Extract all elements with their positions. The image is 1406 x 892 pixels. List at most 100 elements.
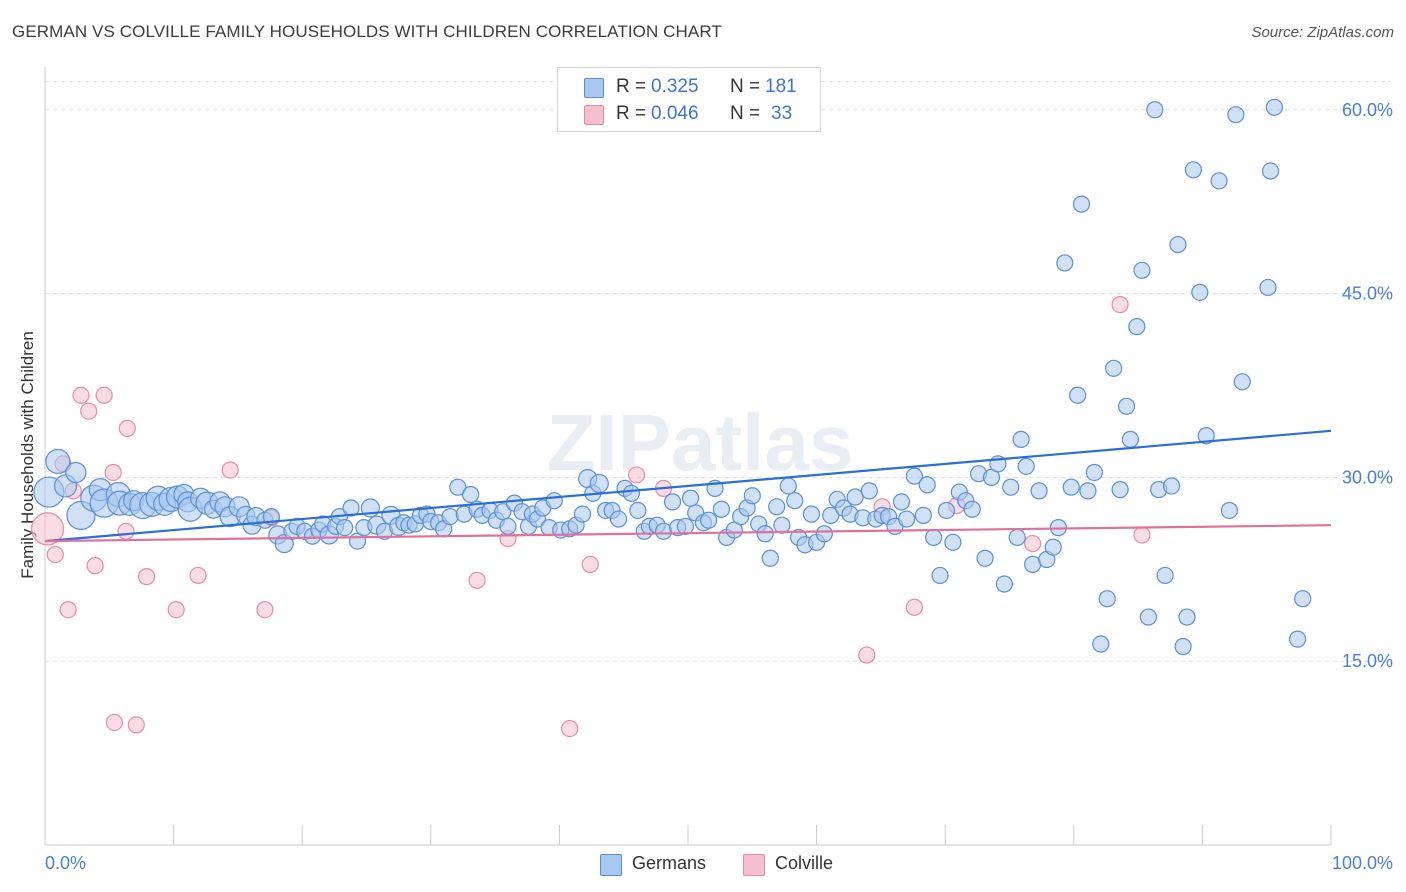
germans-point [1069, 386, 1087, 404]
colville-point [905, 598, 923, 616]
germans-trend-line [44, 429, 1332, 543]
colville-point [105, 713, 124, 732]
r-value: 0.046 [651, 103, 699, 124]
germans-point [761, 549, 779, 567]
germans-point [768, 498, 786, 516]
n-value: 181 [765, 76, 797, 97]
germans-point [963, 500, 981, 518]
colville-point [858, 646, 876, 664]
germans-point [1121, 430, 1139, 448]
colville-swatch [584, 105, 604, 125]
colville-point [30, 512, 65, 546]
germans-point [629, 501, 647, 520]
germans-point [699, 511, 718, 529]
germans-point [676, 517, 695, 535]
germans-point [743, 487, 761, 505]
germans-point [1191, 283, 1209, 301]
germans-point [1111, 481, 1129, 499]
germans-point [441, 507, 459, 526]
colville-point [1133, 526, 1151, 544]
n-label: N = [730, 76, 761, 97]
germans-point [1197, 427, 1215, 445]
germans-point [925, 528, 943, 547]
germans-point [1092, 635, 1110, 653]
colville-point [221, 461, 239, 479]
x-tick-label: 0.0% [45, 853, 86, 873]
germans-point [1169, 235, 1187, 254]
correlation-legend: R = 0.325 N = 181 R = 0.046 N = 33 [557, 67, 821, 132]
colville-trend-line [44, 524, 1332, 543]
germans-point [931, 566, 949, 585]
germans-point [1117, 397, 1136, 415]
legend-row-colville: R = 0.046 N = 33 [558, 100, 820, 128]
colville-point [86, 557, 104, 575]
germans-point [1098, 590, 1116, 608]
germans-point [545, 492, 563, 510]
colville-point [46, 545, 64, 564]
germans-point [1156, 566, 1174, 585]
germans-point [1210, 172, 1228, 190]
germans-point [846, 488, 864, 506]
germans-legend-label: Germans [632, 853, 707, 873]
colville-point [1111, 296, 1129, 314]
germans-point [779, 477, 797, 495]
colville-point [627, 466, 646, 484]
germans-point [1227, 106, 1245, 124]
germans-point [892, 493, 911, 511]
germans-point [1265, 98, 1284, 116]
colville-point [118, 419, 136, 437]
germans-point [65, 461, 87, 484]
colville-point [167, 601, 185, 619]
germans-point [1072, 195, 1091, 213]
germans-point [918, 476, 936, 494]
x-tick-label: 100.0% [1332, 853, 1393, 873]
germans-point [1012, 430, 1030, 448]
colville-point [256, 601, 274, 619]
colville-point [59, 601, 77, 619]
germans-point [1030, 482, 1048, 500]
n-label: N = [730, 103, 761, 124]
germans-point [663, 493, 682, 511]
germans-point [1017, 457, 1035, 475]
colville-point [80, 402, 98, 420]
germans-point [976, 549, 994, 567]
source-label: Source: ZipAtlas.com [1251, 24, 1394, 41]
germans-point [499, 517, 517, 535]
germans-point [1128, 318, 1146, 336]
germans-point [802, 505, 821, 523]
germans-point [1105, 359, 1123, 377]
chart-title: GERMAN VS COLVILLE FAMILY HOUSEHOLDS WIT… [12, 22, 722, 41]
colville-legend-label: Colville [775, 853, 834, 873]
legend-row-germans: R = 0.325 N = 181 [558, 73, 820, 101]
colville-point [137, 568, 156, 586]
germans-point [1259, 278, 1277, 297]
germans-point [336, 519, 354, 537]
y-tick-label: 15.0% [1342, 651, 1393, 671]
colville-point [561, 719, 579, 738]
germans-point [1174, 637, 1192, 656]
legend-item-germans: Germans [600, 852, 730, 876]
germans-point [815, 525, 833, 543]
germans-point [1146, 101, 1164, 119]
germans-point [609, 510, 628, 528]
legend-item-colville: Colville [743, 852, 863, 876]
germans-point [462, 485, 480, 504]
germans-swatch [584, 78, 604, 98]
germans-point [342, 499, 360, 517]
colville-points [30, 296, 1151, 738]
germans-point [589, 473, 609, 494]
y-tick-label: 30.0% [1342, 467, 1393, 487]
colville-point [104, 463, 122, 482]
tick-labels: 15.0% 30.0% 45.0% 60.0% 0.0% 100.0% [45, 100, 1393, 873]
r-label: R = [616, 76, 647, 97]
watermark: ZIPatlas [547, 398, 854, 487]
colville-point [95, 386, 113, 404]
germans-point [622, 484, 641, 502]
germans-point [898, 510, 916, 528]
germans-point [1220, 501, 1239, 520]
germans-point [1178, 608, 1196, 626]
germans-point [822, 506, 840, 524]
germans-point [1288, 630, 1307, 648]
germans-point [995, 575, 1013, 593]
trend-lines [44, 429, 1332, 543]
